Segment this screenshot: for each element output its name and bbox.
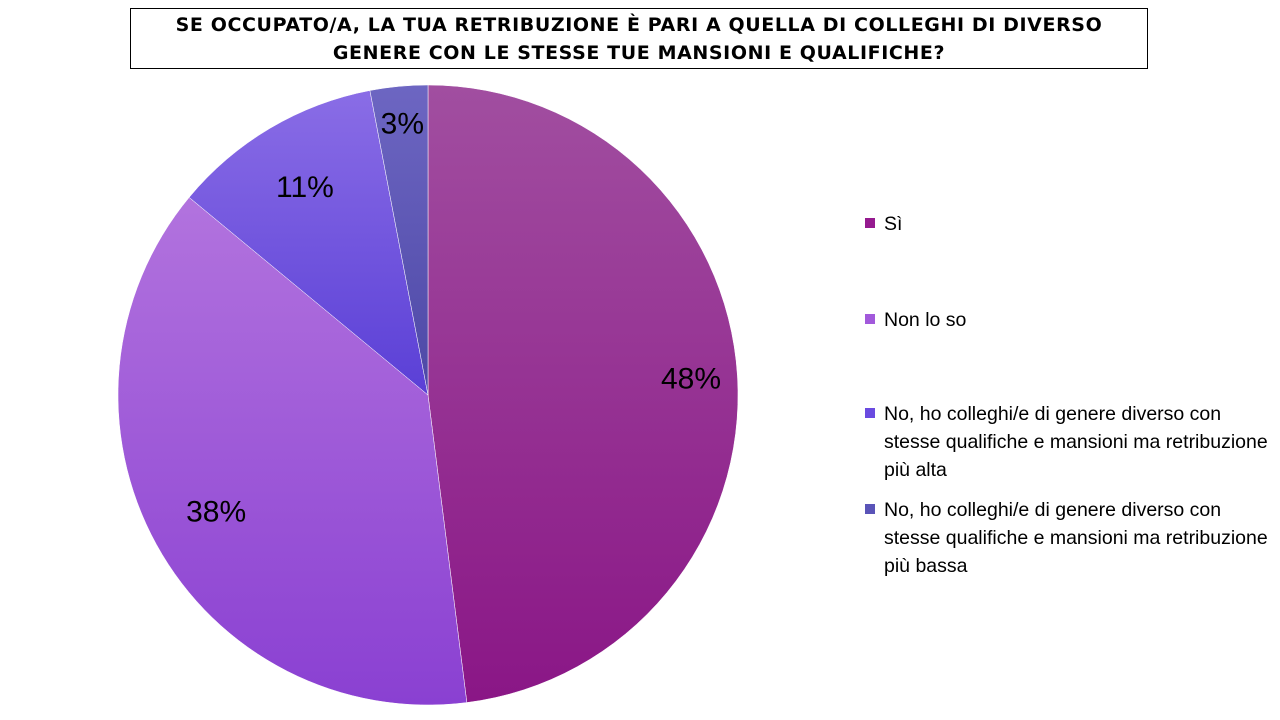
legend-item-2: Non lo so (865, 306, 1275, 334)
chart-title: SE OCCUPATO/A, LA TUA RETRIBUZIONE È PAR… (175, 13, 1103, 64)
legend-item-1: Sì (865, 210, 1275, 238)
legend-item-3: No, ho colleghi/e di genere diverso con … (865, 400, 1275, 484)
pie-slice-3 (188, 90, 429, 396)
pie-slice-4 (369, 84, 429, 396)
legend-label-2: Non lo so (884, 309, 967, 331)
data-label-1: 48% (661, 362, 721, 395)
chart-title-box: SE OCCUPATO/A, LA TUA RETRIBUZIONE È PAR… (130, 8, 1148, 69)
legend-item-4: No, ho colleghi/e di genere diverso con … (865, 496, 1275, 580)
data-label-2: 38% (186, 495, 246, 528)
legend-swatch-3 (865, 408, 875, 418)
data-label-4: 3% (381, 107, 424, 140)
legend-swatch-2 (865, 314, 875, 324)
legend-swatch-4 (865, 504, 875, 514)
legend-swatch-1 (865, 218, 875, 228)
legend-label-4: No, ho colleghi/e di genere diverso con … (884, 499, 1268, 577)
data-label-3: 11% (276, 171, 334, 204)
legend-label-1: Sì (884, 213, 903, 235)
pie-slice-2 (117, 197, 468, 706)
pie-slice-1 (427, 84, 739, 703)
legend-label-3: No, ho colleghi/e di genere diverso con … (884, 403, 1268, 481)
